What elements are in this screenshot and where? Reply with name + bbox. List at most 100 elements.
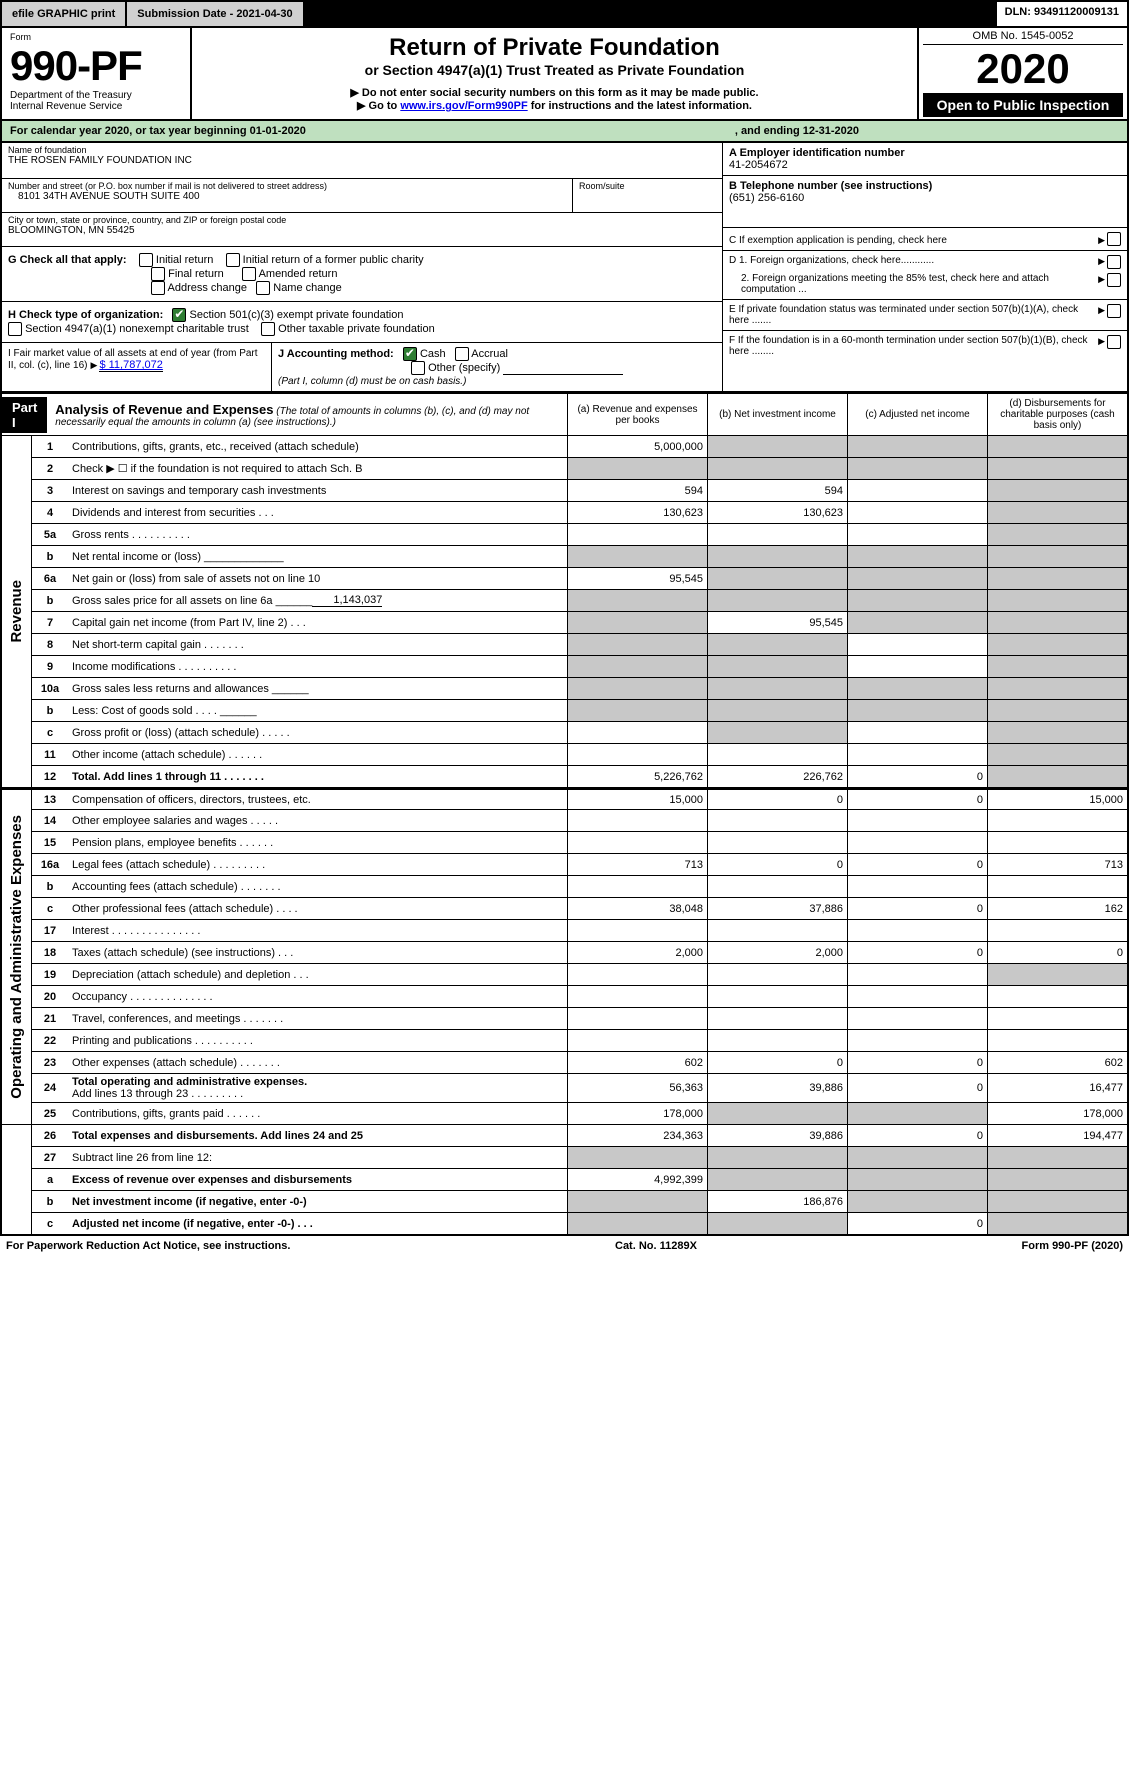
year-end: , and ending 12-31-2020 [735, 125, 859, 137]
note2-post: for instructions and the latest informat… [528, 100, 752, 112]
ck-c[interactable] [1107, 232, 1121, 246]
e-text: E If private foundation status was termi… [729, 304, 1098, 326]
dept1: Department of the Treasury [10, 90, 182, 101]
calendar-year-line: For calendar year 2020, or tax year begi… [0, 121, 1129, 143]
ck-other-acct[interactable] [411, 361, 425, 375]
form-label: Form [10, 32, 182, 42]
note2-pre: ▶ Go to [357, 100, 400, 112]
g-o3: Final return [168, 268, 224, 280]
ein: 41-2054672 [729, 159, 788, 171]
r4-n: 4 [32, 502, 68, 524]
name-label: Name of foundation [8, 145, 716, 155]
c-text: C If exemption application is pending, c… [729, 235, 1098, 246]
h-label: H Check type of organization: [8, 309, 163, 321]
j-o1: Cash [420, 348, 446, 360]
year-begin: For calendar year 2020, or tax year begi… [10, 125, 306, 137]
ck-d2[interactable] [1107, 273, 1121, 287]
footer-right: Form 990-PF (2020) [1022, 1240, 1124, 1252]
efile-print[interactable]: efile GRAPHIC print [2, 2, 127, 26]
entity-info: Name of foundation THE ROSEN FAMILY FOUN… [0, 143, 1129, 392]
r2-d: Check ▶ ☐ if the foundation is not requi… [68, 458, 567, 480]
r2-n: 2 [32, 458, 68, 480]
ck-namechg[interactable] [256, 281, 270, 295]
ck-final[interactable] [151, 267, 165, 281]
form-header: Form 990-PF Department of the Treasury I… [0, 28, 1129, 121]
g-label: G Check all that apply: [8, 254, 127, 266]
tel-label: B Telephone number (see instructions) [729, 180, 932, 192]
ck-other-tax[interactable] [261, 322, 275, 336]
revenue-label: Revenue [2, 436, 32, 788]
j-o2: Accrual [471, 348, 508, 360]
tel: (651) 256-6160 [729, 192, 804, 204]
col-a: (a) Revenue and expenses per books [567, 394, 707, 436]
form-link[interactable]: www.irs.gov/Form990PF [400, 100, 527, 112]
h-o1: Section 501(c)(3) exempt private foundat… [189, 309, 403, 321]
ck-d1[interactable] [1107, 255, 1121, 269]
footer-left: For Paperwork Reduction Act Notice, see … [6, 1240, 290, 1252]
col-b: (b) Net investment income [707, 394, 847, 436]
ein-label: A Employer identification number [729, 147, 905, 159]
ck-initial-former[interactable] [226, 253, 240, 267]
submission-date: Submission Date - 2021-04-30 [127, 2, 304, 26]
ck-accrual[interactable] [455, 347, 469, 361]
col-d: (d) Disbursements for charitable purpose… [987, 394, 1127, 436]
r1-b [707, 436, 847, 458]
d2: 2. Foreign organizations meeting the 85%… [729, 273, 1098, 295]
ck-addrchg[interactable] [151, 281, 165, 295]
h-o2: Section 4947(a)(1) nonexempt charitable … [25, 323, 249, 335]
r3-d: Interest on savings and temporary cash i… [68, 480, 567, 502]
col-c: (c) Adjusted net income [847, 394, 987, 436]
topbar-fill [305, 2, 997, 26]
j-o3: Other (specify) [428, 362, 500, 374]
addr: 8101 34TH AVENUE SOUTH SUITE 400 [8, 191, 566, 202]
r1-n: 1 [32, 436, 68, 458]
city-label: City or town, state or province, country… [8, 215, 716, 225]
r4-d: Dividends and interest from securities .… [68, 502, 567, 524]
expenses-label: Operating and Administrative Expenses [2, 788, 32, 1125]
dept2: Internal Revenue Service [10, 101, 182, 112]
r1-a: 5,000,000 [567, 436, 707, 458]
title-main: Return of Private Foundation [198, 34, 911, 62]
note2: ▶ Go to www.irs.gov/Form990PF for instru… [198, 99, 911, 112]
ck-initial[interactable] [139, 253, 153, 267]
g-o6: Name change [273, 282, 342, 294]
footer: For Paperwork Reduction Act Notice, see … [0, 1235, 1129, 1256]
note1: ▶ Do not enter social security numbers o… [198, 86, 911, 99]
f-text: F If the foundation is in a 60-month ter… [729, 335, 1098, 357]
part1-tag: Part I [2, 397, 47, 433]
g-o2: Initial return of a former public charit… [243, 254, 424, 266]
ck-501c3[interactable] [172, 308, 186, 322]
r1-d: Contributions, gifts, grants, etc., rece… [68, 436, 567, 458]
part1-title: Analysis of Revenue and Expenses [55, 402, 273, 417]
g-o1: Initial return [156, 254, 213, 266]
foundation-name: THE ROSEN FAMILY FOUNDATION INC [8, 155, 716, 166]
addr-label: Number and street (or P.O. box number if… [8, 181, 566, 191]
part1-grid: Part I Analysis of Revenue and Expenses … [0, 392, 1129, 1235]
r1-d-col [987, 436, 1127, 458]
form-number: 990-PF [10, 42, 182, 90]
j-label: J Accounting method: [278, 348, 394, 360]
ck-cash[interactable] [403, 347, 417, 361]
d1: D 1. Foreign organizations, check here..… [729, 255, 1098, 269]
g-o4: Amended return [259, 268, 338, 280]
omb: OMB No. 1545-0052 [923, 30, 1123, 45]
ck-f[interactable] [1107, 335, 1121, 349]
j-note: (Part I, column (d) must be on cash basi… [278, 376, 466, 387]
r3-n: 3 [32, 480, 68, 502]
ck-4947[interactable] [8, 322, 22, 336]
blank-side [2, 1125, 32, 1235]
open-public: Open to Public Inspection [923, 93, 1123, 117]
ck-e[interactable] [1107, 304, 1121, 318]
city: BLOOMINGTON, MN 55425 [8, 225, 716, 236]
r1-c [847, 436, 987, 458]
tax-year: 2020 [923, 45, 1123, 93]
footer-center: Cat. No. 11289X [615, 1240, 697, 1252]
h-o3: Other taxable private foundation [278, 323, 435, 335]
room-label: Room/suite [579, 181, 716, 191]
i-val[interactable]: $ 11,787,072 [99, 359, 162, 372]
dln: DLN: 93491120009131 [997, 2, 1127, 26]
title-sub: or Section 4947(a)(1) Trust Treated as P… [198, 62, 911, 78]
ck-amended[interactable] [242, 267, 256, 281]
g-o5: Address change [168, 282, 248, 294]
topbar: efile GRAPHIC print Submission Date - 20… [0, 0, 1129, 28]
